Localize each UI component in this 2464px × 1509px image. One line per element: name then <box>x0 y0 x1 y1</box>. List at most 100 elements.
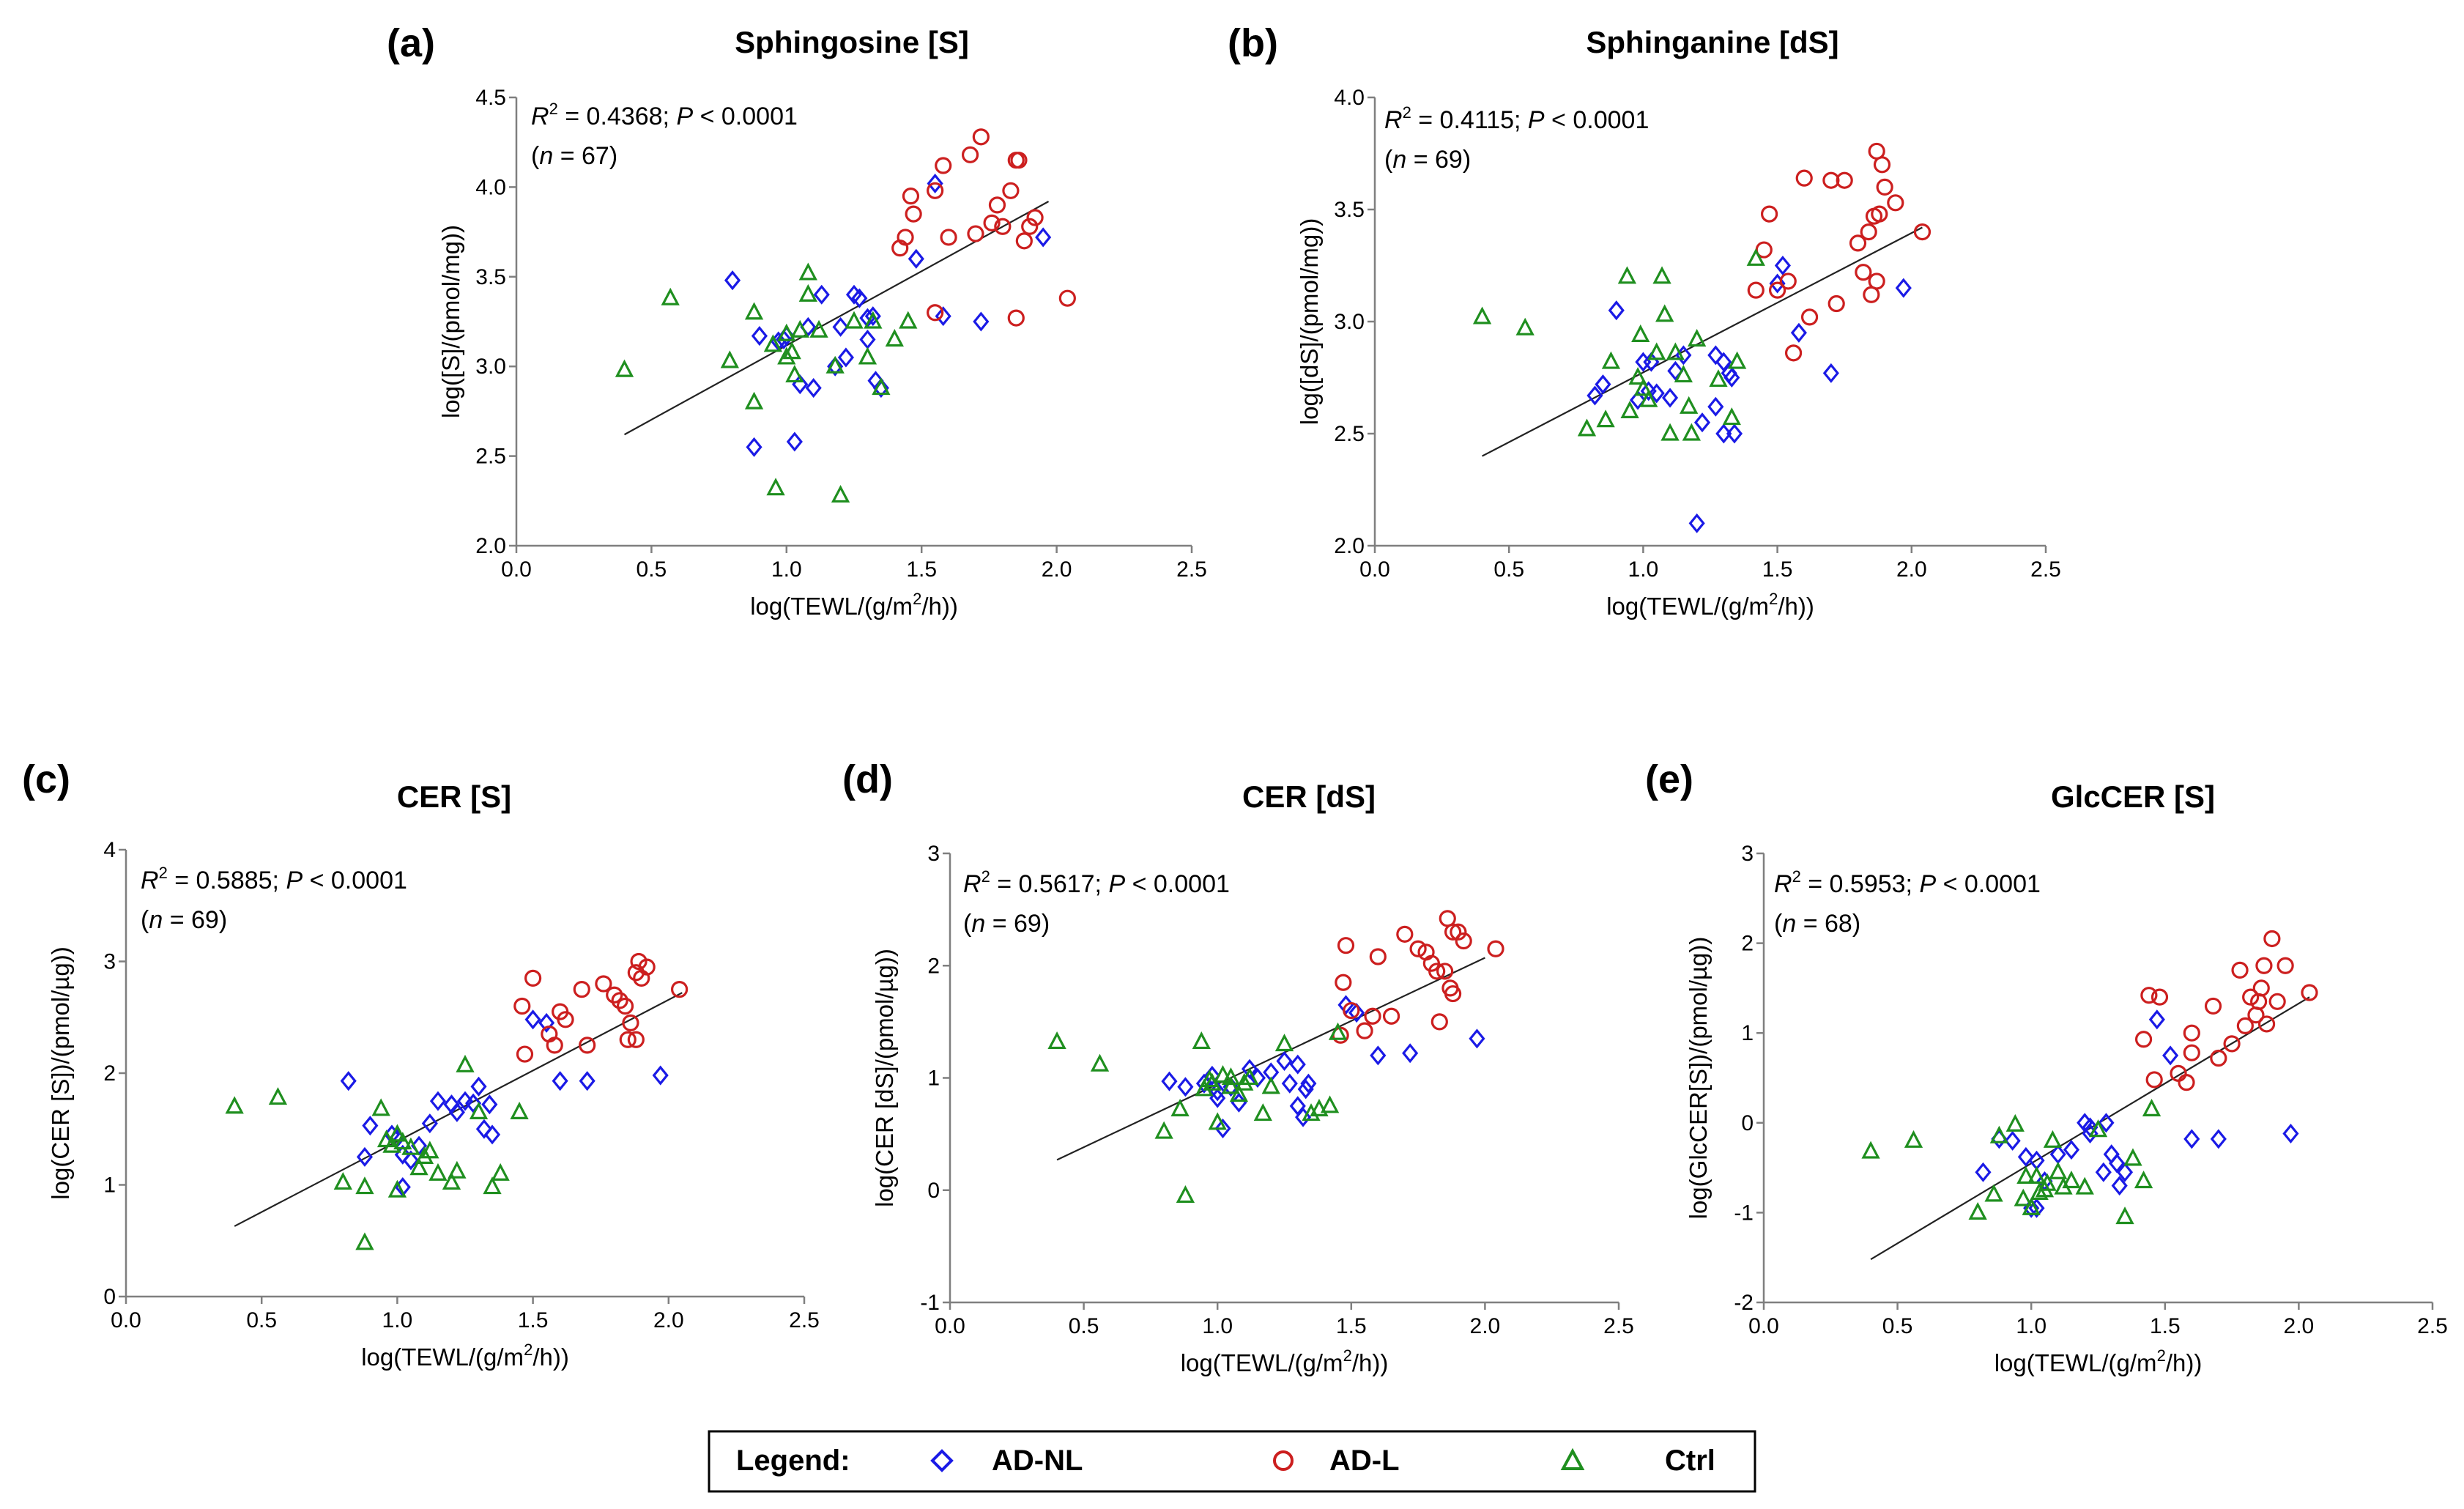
y-tick-label: 2.5 <box>475 445 506 469</box>
data-point-ad-l <box>935 157 952 174</box>
data-point-ad-l <box>513 997 531 1015</box>
x-tick-label: 1.5 <box>906 557 937 582</box>
data-point-ctrl <box>2049 1161 2068 1179</box>
data-point-ad-nl <box>2108 1153 2126 1174</box>
data-point-ad-l <box>961 146 979 163</box>
data-point-ad-l <box>2151 988 2169 1006</box>
regression-line <box>234 992 683 1227</box>
panel-e: (e) GlcCER [S] 0.0 0.5 1.0 1.5 2.0 2.5 -2 -1 0 1 2 3 l… <box>1645 757 2448 1376</box>
panel-c: (c) CER [S] 0.0 0.5 1.0 1.5 2.0 2.5 0 1 2 3 4 log(TEW… <box>22 757 820 1371</box>
data-point-ad-nl <box>429 1091 447 1111</box>
x-tick-label: 2.0 <box>1470 1314 1501 1338</box>
data-point-ctrl <box>225 1096 244 1114</box>
data-point-ad-l <box>573 981 590 998</box>
data-point-ctrl <box>1320 1095 1340 1113</box>
data-point-ctrl <box>355 1176 374 1195</box>
data-point-ad-nl <box>421 1113 438 1134</box>
chart-title: Sphingosine [S] <box>735 25 969 59</box>
data-point-ad-nl <box>2049 1144 2066 1165</box>
data-point-ctrl <box>428 1163 448 1181</box>
data-point-ad-l <box>557 1011 574 1028</box>
data-point-ad-l <box>1487 940 1504 957</box>
data-point-ctrl <box>2027 1165 2046 1184</box>
data-point-ad-l <box>1369 948 1387 965</box>
data-point-ad-nl <box>827 356 844 377</box>
data-point-ad-nl <box>1707 396 1724 417</box>
data-point-ad-l <box>1761 205 1778 223</box>
data-point-ad-l <box>1860 223 1877 241</box>
legend-marker-ctrl <box>1560 1447 1585 1470</box>
x-tick-label: 0.5 <box>246 1308 277 1332</box>
y-tick-label: 3.0 <box>1334 310 1365 334</box>
series-ad-l <box>1332 910 1504 1044</box>
data-point-ad-nl <box>1790 322 1807 343</box>
series-ad-l <box>1747 142 1932 362</box>
data-point-ad-l <box>1913 223 1932 241</box>
data-point-ctrl <box>766 478 785 496</box>
data-point-ad-l <box>606 986 623 1004</box>
data-point-ctrl <box>2016 1165 2036 1184</box>
data-point-ctrl <box>744 302 764 320</box>
data-point-ad-nl <box>1402 1043 1419 1064</box>
x-tick-label: 1.5 <box>518 1308 549 1332</box>
series-ctrl <box>1047 1022 1348 1204</box>
data-point-ad-nl <box>2095 1162 2112 1182</box>
regression-line <box>1056 957 1485 1161</box>
data-point-ctrl <box>2043 1130 2063 1148</box>
y-tick-label: 2 <box>1741 932 1754 956</box>
x-tick-label: 1.5 <box>1762 557 1793 582</box>
data-point-ctrl <box>1515 317 1535 335</box>
data-point-ad-l <box>627 1031 645 1048</box>
data-point-ctrl <box>1472 306 1492 325</box>
y-tick-label: 4.5 <box>475 86 506 110</box>
data-point-ad-nl <box>973 311 990 332</box>
data-point-ctrl <box>1904 1130 1923 1148</box>
y-axis-label: log([dS]/(pmol/mg)) <box>1296 218 1323 425</box>
r2-annotation: R2 = 0.4115; P < 0.0001 <box>1384 103 1649 134</box>
data-point-ad-nl <box>1241 1058 1258 1079</box>
data-point-ad-l <box>1455 932 1472 950</box>
data-point-ad-l <box>2257 1015 2276 1033</box>
panel-a: (a) Sphingosine [S] 0.0 0.5 1.0 1.5 2.0 2.5 2.0 2… <box>387 21 1207 620</box>
data-point-ad-l <box>1382 1007 1400 1025</box>
data-point-ad-l <box>2204 997 2222 1015</box>
data-point-ctrl <box>1261 1076 1280 1094</box>
data-point-ad-nl <box>1469 1028 1485 1049</box>
data-point-ad-nl <box>1688 513 1705 533</box>
data-point-ad-nl <box>1209 1088 1226 1108</box>
data-point-ad-l <box>2268 993 2286 1010</box>
data-point-ad-l <box>1747 281 1764 299</box>
series-ad-l <box>513 952 689 1063</box>
data-point-ad-nl <box>1587 385 1603 406</box>
x-axis-label: log(TEWL/(g/m2/h)) <box>1606 590 1814 620</box>
data-point-ad-l <box>638 958 656 976</box>
data-point-ctrl <box>1746 248 1765 266</box>
data-point-ctrl <box>382 1135 401 1153</box>
series-ctrl <box>1472 248 1765 441</box>
data-point-ctrl <box>1208 1112 1227 1130</box>
data-point-ctrl <box>420 1141 439 1159</box>
x-axis-label: log(TEWL/(g/m2/h)) <box>361 1341 569 1371</box>
data-point-ctrl <box>777 346 796 365</box>
data-point-ad-l <box>1887 194 1904 212</box>
n-annotation: (n = 68) <box>1774 910 1860 938</box>
data-point-ad-nl <box>465 1093 482 1113</box>
data-point-ad-nl <box>356 1146 374 1167</box>
data-point-ad-l <box>1876 178 1893 196</box>
data-point-ad-nl <box>851 288 868 308</box>
y-tick-label: 3.0 <box>475 355 506 379</box>
data-point-ctrl <box>1674 365 1693 383</box>
data-point-ad-l <box>2134 1031 2153 1048</box>
data-point-ctrl <box>2123 1148 2142 1166</box>
y-tick-label: 2.0 <box>475 534 506 558</box>
data-point-ad-nl <box>864 306 881 327</box>
data-point-ctrl <box>615 359 634 377</box>
x-tick-label: 2.0 <box>653 1308 684 1332</box>
data-point-ctrl <box>1620 400 1639 418</box>
data-point-ctrl <box>1660 423 1680 441</box>
data-point-ad-nl <box>2017 1146 2034 1167</box>
x-tick-label: 0.0 <box>111 1308 141 1332</box>
x-tick-label: 1.0 <box>771 557 802 582</box>
data-point-ctrl <box>1727 351 1747 369</box>
data-point-ctrl <box>2014 1188 2033 1206</box>
